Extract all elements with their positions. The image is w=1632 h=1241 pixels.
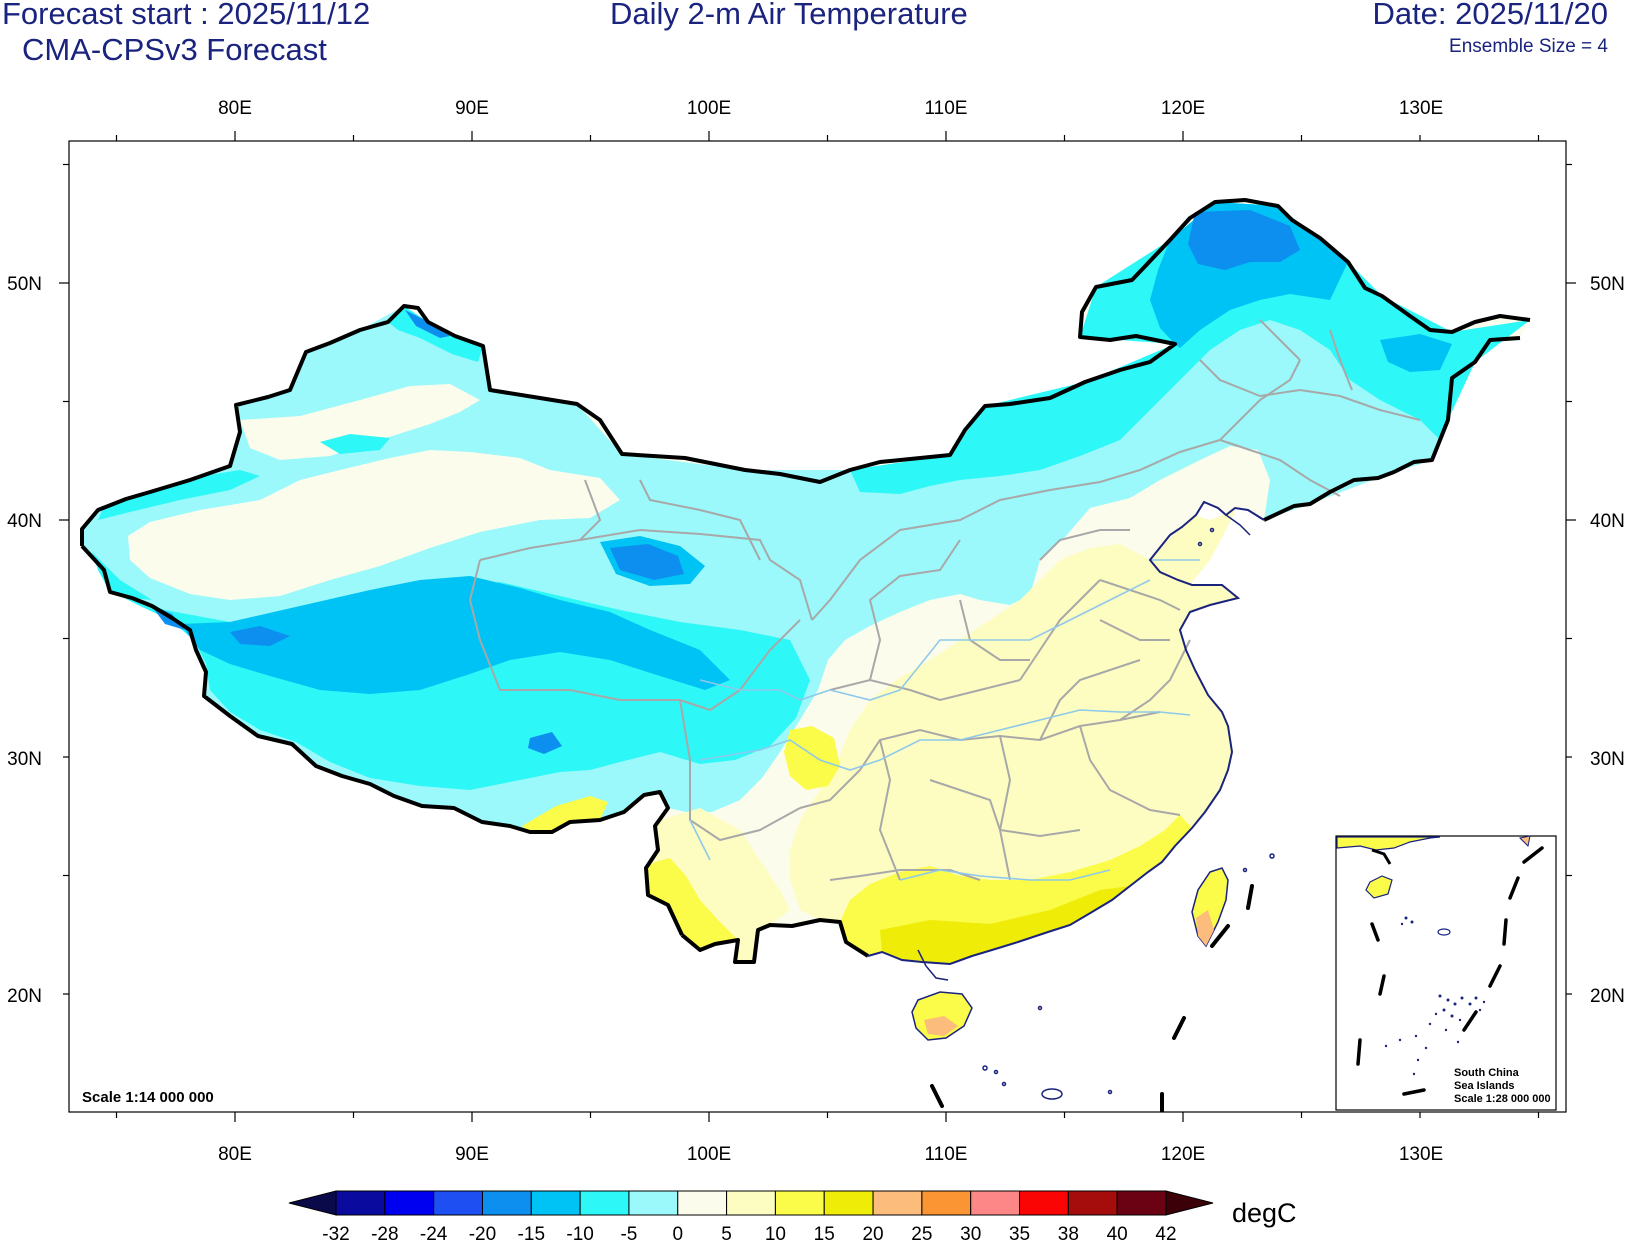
colorbar-overflow-triangle bbox=[1165, 1190, 1214, 1216]
colorbar-swatch bbox=[726, 1190, 776, 1216]
colorbar-swatch bbox=[628, 1190, 679, 1216]
colorbar-tick-label: 38 bbox=[1058, 1224, 1079, 1241]
coastal-warmest-strip bbox=[880, 886, 1130, 964]
bottom-lon-label-130: 130E bbox=[1399, 1144, 1443, 1165]
colorbar-tick-label: 15 bbox=[814, 1224, 835, 1241]
map-title: Daily 2-m Air Temperature bbox=[610, 0, 968, 31]
left-lat-label-50: 50N bbox=[7, 274, 42, 295]
colorbar-swatch bbox=[1019, 1190, 1069, 1216]
colorbar-tick-label: 20 bbox=[862, 1224, 883, 1241]
colorbar-swatch bbox=[1116, 1190, 1167, 1216]
mohe-coldest-patch bbox=[1188, 210, 1300, 270]
coastline bbox=[867, 500, 1265, 966]
colorbar-tick-label: 0 bbox=[672, 1224, 683, 1241]
colorbar-tick-label: -32 bbox=[322, 1224, 349, 1241]
svg-text:Scale 1:28 000 000: Scale 1:28 000 000 bbox=[1454, 1093, 1551, 1105]
south-tibet-warm-strip bbox=[522, 796, 608, 832]
west-tibet-cold-patch bbox=[230, 626, 290, 646]
colorbar-tick-label: -15 bbox=[518, 1224, 545, 1241]
colorbar-swatch bbox=[433, 1190, 483, 1216]
national-border bbox=[80, 198, 1531, 964]
forecast-start-text: Forecast start : 2025/11/12 bbox=[2, 0, 371, 31]
nine-dash-line bbox=[930, 884, 1254, 1112]
colorbar-tick-label: -28 bbox=[371, 1224, 398, 1241]
ensemble-size-text: Ensemble Size = 4 bbox=[1449, 36, 1608, 57]
tianshan-cold-strip bbox=[98, 470, 260, 520]
bottom-lon-label-80: 80E bbox=[218, 1144, 252, 1165]
colorbar-swatch bbox=[970, 1190, 1021, 1216]
svg-text:Sea Islands: Sea Islands bbox=[1454, 1080, 1515, 1092]
colorbar-swatch bbox=[530, 1190, 581, 1216]
right-lat-label-40: 40N bbox=[1590, 511, 1625, 532]
temp-band-minus15-to-minus10 bbox=[180, 576, 730, 694]
colorbar-swatch bbox=[872, 1190, 923, 1216]
axis-tick-labels: 80E 90E 100E 110E 120E 130E 80E 90E 100E… bbox=[7, 98, 1625, 1165]
colorbar-swatch bbox=[579, 1190, 630, 1216]
colorbar-swatch bbox=[335, 1190, 386, 1216]
colorbar-tick-label: -24 bbox=[420, 1224, 448, 1241]
small-islands bbox=[982, 527, 1275, 1100]
colorbar-tick-label: -10 bbox=[566, 1224, 593, 1241]
colorbar-swatch bbox=[677, 1190, 728, 1216]
colorbar-swatch bbox=[384, 1190, 435, 1216]
left-lat-label-20: 20N bbox=[7, 986, 42, 1007]
axis-ticks bbox=[59, 131, 1576, 1122]
temperature-field: Scale 1:14 000 000 bbox=[80, 198, 1557, 1112]
colorbar-tick-label: 25 bbox=[911, 1224, 932, 1241]
sanjiang-cold-patch bbox=[1380, 334, 1452, 372]
colorbar-tick-label: 10 bbox=[765, 1224, 786, 1241]
top-lon-label-110: 110E bbox=[925, 98, 968, 119]
colorbar-tick-label: 5 bbox=[721, 1224, 732, 1241]
bottom-lon-label-110: 110E bbox=[925, 1144, 968, 1165]
colorbar-swatch bbox=[1067, 1190, 1118, 1216]
model-name-text: CMA-CPSv3 Forecast bbox=[22, 32, 327, 67]
right-lat-label-30: 30N bbox=[1590, 749, 1625, 770]
bottom-lon-label-100: 100E bbox=[687, 1144, 731, 1165]
colorbar-unit-label: degC bbox=[1232, 1198, 1297, 1228]
colorbar-swatch bbox=[774, 1190, 825, 1216]
top-lon-label-100: 100E bbox=[687, 98, 731, 119]
tianshan-east-cold-patch bbox=[320, 434, 390, 454]
tarim-basin-warm-area bbox=[128, 450, 620, 600]
bottom-lon-label-120: 120E bbox=[1161, 1144, 1205, 1165]
qilian-coldest-patch bbox=[610, 544, 684, 580]
colorbar-swatch bbox=[921, 1190, 972, 1216]
sichuan-basin-warm-patch bbox=[784, 726, 840, 790]
colorbar-swatch bbox=[481, 1190, 532, 1216]
colorbar-tick-label: 40 bbox=[1107, 1224, 1128, 1241]
hainan-hot-patch bbox=[924, 1016, 958, 1036]
colorbar-underflow-triangle bbox=[288, 1190, 337, 1216]
coast-detail bbox=[917, 514, 1251, 981]
svg-text:South China: South China bbox=[1454, 1067, 1520, 1079]
colorbar-tick-label: 42 bbox=[1155, 1224, 1176, 1241]
altai-coldest-patch bbox=[405, 310, 450, 338]
colorbar-tick-label: -20 bbox=[469, 1224, 496, 1241]
inset-south-china-sea: South China Sea Islands Scale 1:28 000 0… bbox=[1335, 835, 1557, 1111]
south-tibet-cold-patch bbox=[528, 732, 562, 754]
right-lat-label-50: 50N bbox=[1590, 274, 1625, 295]
colorbar: -32 -28 -24 -20 -15 -10 -5 0 5 10 15 20 25 30 35 38 40 42 bbox=[288, 1190, 1214, 1241]
colorbar-tick-label: 35 bbox=[1009, 1224, 1030, 1241]
colorbar-tick-label: 30 bbox=[960, 1224, 981, 1241]
top-lon-label-80: 80E bbox=[218, 98, 252, 119]
major-rivers bbox=[689, 559, 1200, 881]
top-lon-label-130: 130E bbox=[1399, 98, 1443, 119]
dzungaria-warm-area bbox=[240, 384, 480, 460]
left-lat-label-30: 30N bbox=[7, 749, 42, 770]
south-yunnan-warm-patch bbox=[646, 858, 738, 950]
colorbar-swatch bbox=[823, 1190, 874, 1216]
map-scale-label: Scale 1:14 000 000 bbox=[82, 1089, 214, 1106]
bottom-lon-label-90: 90E bbox=[455, 1144, 489, 1165]
valid-date-text: Date: 2025/11/20 bbox=[1372, 0, 1608, 31]
right-lat-label-20: 20N bbox=[1590, 986, 1625, 1007]
top-lon-label-90: 90E bbox=[455, 98, 489, 119]
taiwan-hot-patch bbox=[1196, 910, 1214, 946]
northeast-cold-band bbox=[850, 202, 1530, 494]
top-lon-label-120: 120E bbox=[1161, 98, 1205, 119]
left-lat-label-40: 40N bbox=[7, 511, 42, 532]
colorbar-tick-label: -5 bbox=[620, 1224, 637, 1241]
